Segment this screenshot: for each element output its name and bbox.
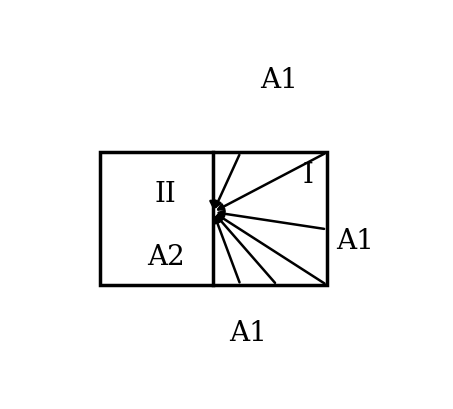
Text: A1: A1 [260, 67, 299, 94]
Text: A1: A1 [229, 319, 267, 346]
Bar [100, 153, 327, 285]
Text: A2: A2 [147, 243, 185, 270]
Text: I: I [303, 162, 313, 189]
Text: A1: A1 [336, 228, 374, 255]
Text: II: II [155, 180, 177, 207]
